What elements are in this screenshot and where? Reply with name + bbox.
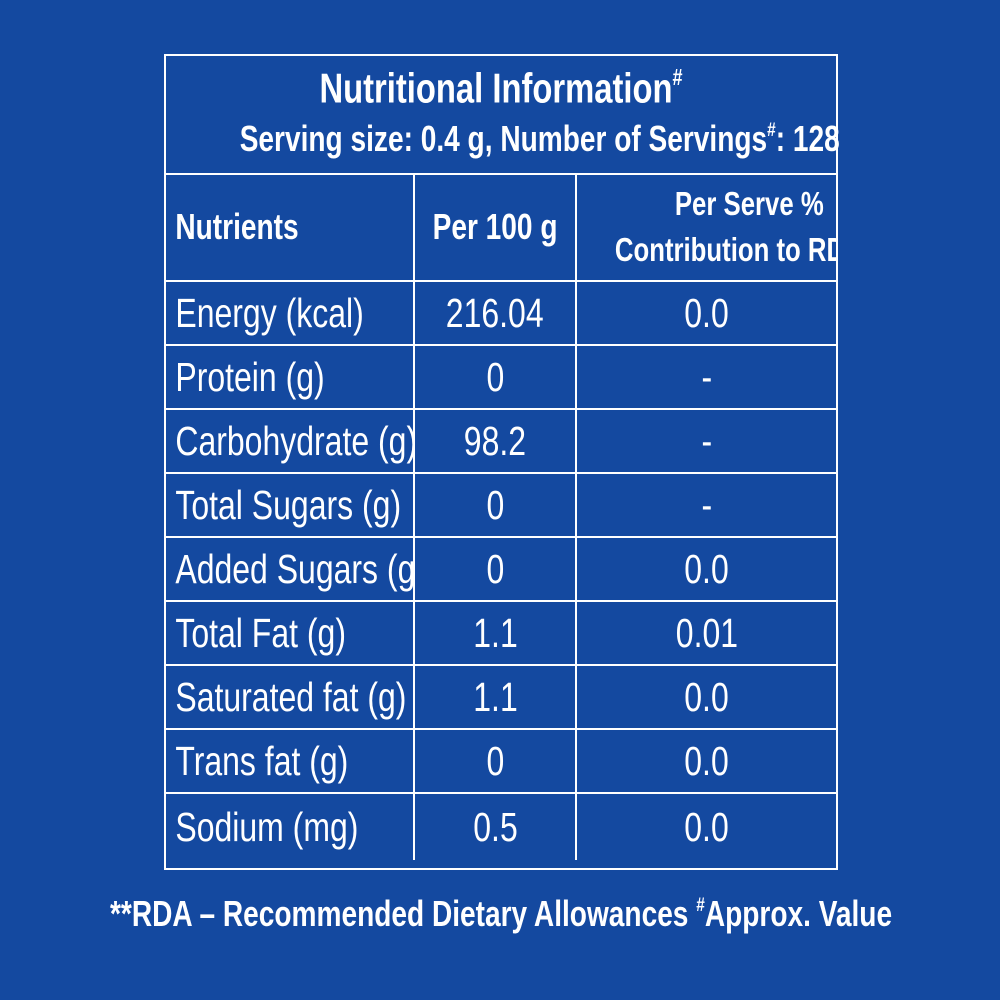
rda-value: - bbox=[575, 472, 836, 538]
per-100g-value: 0 bbox=[413, 728, 577, 794]
footnote-rda-text: **RDA – Recommended Dietary Allowances bbox=[110, 893, 697, 934]
nutrient-name: Total Sugars (g) bbox=[166, 472, 415, 538]
table-row: Trans fat (g) 0 0.0 bbox=[166, 728, 836, 794]
servings-footnote-mark: # bbox=[767, 119, 776, 142]
nutrient-name: Carbohydrate (g) bbox=[166, 408, 415, 474]
nutrient-name: Energy (kcal) bbox=[166, 280, 415, 346]
rda-value: 0.01 bbox=[575, 600, 836, 666]
header-rda-line-2: Contribution to RDA** bbox=[614, 230, 836, 268]
footnote-approx-mark: # bbox=[696, 894, 705, 917]
footnote: **RDA – Recommended Dietary Allowances #… bbox=[110, 893, 893, 935]
nutrient-name: Sodium (mg) bbox=[166, 792, 415, 860]
per-100g-value: 98.2 bbox=[413, 408, 577, 474]
header-per-100g: Per 100 g bbox=[413, 173, 577, 282]
footnote-approx-text: Approx. Value bbox=[704, 893, 893, 934]
nutrition-panel: Nutritional Information# Serving size: 0… bbox=[164, 54, 840, 870]
nutrient-name: Added Sugars (g) bbox=[166, 536, 415, 602]
per-100g-value: 216.04 bbox=[413, 280, 577, 346]
per-100g-value: 0 bbox=[413, 344, 577, 410]
rda-value: - bbox=[575, 408, 836, 474]
nutrition-table: Nutrients Per 100 g Per Serve % Contribut… bbox=[166, 173, 836, 860]
table-row: Sodium (mg) 0.5 0.0 bbox=[166, 792, 836, 860]
nutrient-name: Protein (g) bbox=[166, 344, 415, 410]
serving-info-text: Serving size: 0.4 g, Number of Servings bbox=[239, 118, 768, 159]
table-header-row: Nutrients Per 100 g Per Serve % Contribut… bbox=[166, 173, 836, 282]
header-rda-contribution: Per Serve % Contribution to RDA** bbox=[575, 173, 836, 282]
per-100g-value: 1.1 bbox=[413, 600, 577, 666]
title-box: Nutritional Information# Serving size: 0… bbox=[166, 56, 840, 175]
nutrient-name: Trans fat (g) bbox=[166, 728, 415, 794]
table-row: Protein (g) 0 - bbox=[166, 344, 836, 410]
table-row: Total Sugars (g) 0 - bbox=[166, 472, 836, 538]
header-nutrients: Nutrients bbox=[166, 173, 415, 282]
table-row: Added Sugars (g) 0 0.0 bbox=[166, 536, 836, 602]
rda-value: - bbox=[575, 344, 836, 410]
header-rda-line-1: Per Serve % bbox=[674, 184, 824, 222]
serving-info: Serving size: 0.4 g, Number of Servings#… bbox=[240, 118, 840, 160]
table-row: Total Fat (g) 1.1 0.01 bbox=[166, 600, 836, 666]
panel-title-text: Nutritional Information bbox=[319, 64, 673, 112]
rda-value: 0.0 bbox=[575, 664, 836, 730]
per-100g-value: 0.5 bbox=[413, 792, 577, 860]
per-100g-value: 0 bbox=[413, 536, 577, 602]
per-100g-value: 1.1 bbox=[413, 664, 577, 730]
nutrient-name: Total Fat (g) bbox=[166, 600, 415, 666]
rda-value: 0.0 bbox=[575, 536, 836, 602]
per-100g-value: 0 bbox=[413, 472, 577, 538]
rda-value: 0.0 bbox=[575, 792, 836, 860]
table-row: Energy (kcal) 216.04 0.0 bbox=[166, 280, 836, 346]
rda-value: 0.0 bbox=[575, 728, 836, 794]
table-row: Saturated fat (g) 1.1 0.0 bbox=[166, 664, 836, 730]
rda-value: 0.0 bbox=[575, 280, 836, 346]
panel-title: Nutritional Information# bbox=[240, 64, 763, 112]
nutrient-name: Saturated fat (g) bbox=[166, 664, 415, 730]
servings-count: : 128 bbox=[775, 118, 840, 159]
table-row: Carbohydrate (g) 98.2 - bbox=[166, 408, 836, 474]
title-footnote-mark: # bbox=[672, 64, 683, 90]
